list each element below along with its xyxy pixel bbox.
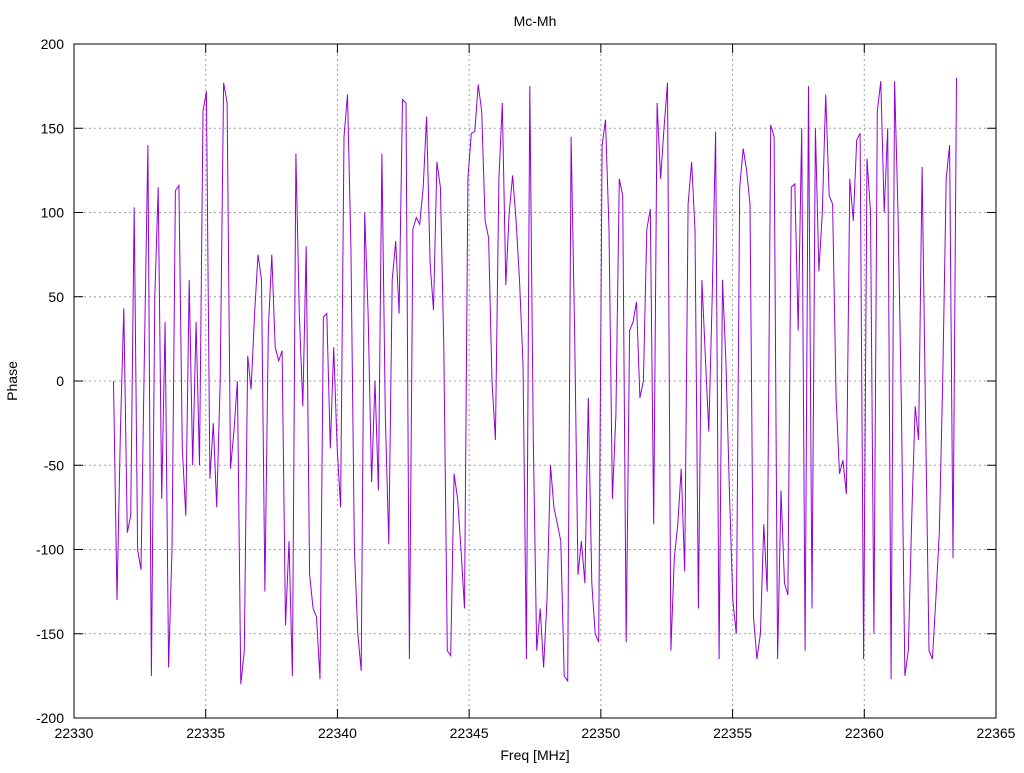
- x-tick-label: 22360: [845, 725, 884, 741]
- y-tick-label: -50: [44, 457, 64, 473]
- x-tick-label: 22350: [581, 725, 620, 741]
- plot-frame: [73, 43, 997, 719]
- y-tick-label: 100: [41, 205, 65, 221]
- series-line-mc-mh: [113, 77, 957, 685]
- chart-title: Mc-Mh: [514, 13, 557, 29]
- x-tick-label: 22365: [977, 725, 1016, 741]
- y-tick-label: -150: [36, 626, 64, 642]
- y-tick-label: -100: [36, 542, 64, 558]
- y-tick-label: 0: [56, 373, 64, 389]
- x-tick-label: 22335: [186, 725, 225, 741]
- axis-ticks: 22330 22335 22340 22345 22350 22355 22360 22365…: [36, 36, 1016, 741]
- y-tick-label: 150: [41, 120, 65, 136]
- series-layer: [113, 77, 957, 685]
- y-tick-label: 200: [41, 36, 65, 52]
- x-tick-label: 22355: [713, 725, 752, 741]
- x-tick-label: 22330: [55, 725, 94, 741]
- y-tick-label: -200: [36, 710, 64, 726]
- grid-lines: [74, 44, 996, 718]
- x-tick-label: 22340: [318, 725, 357, 741]
- y-tick-label: 50: [48, 289, 64, 305]
- x-tick-label: 22345: [450, 725, 489, 741]
- x-axis-label: Freq [MHz]: [500, 747, 569, 763]
- y-axis-label: Phase: [4, 361, 20, 401]
